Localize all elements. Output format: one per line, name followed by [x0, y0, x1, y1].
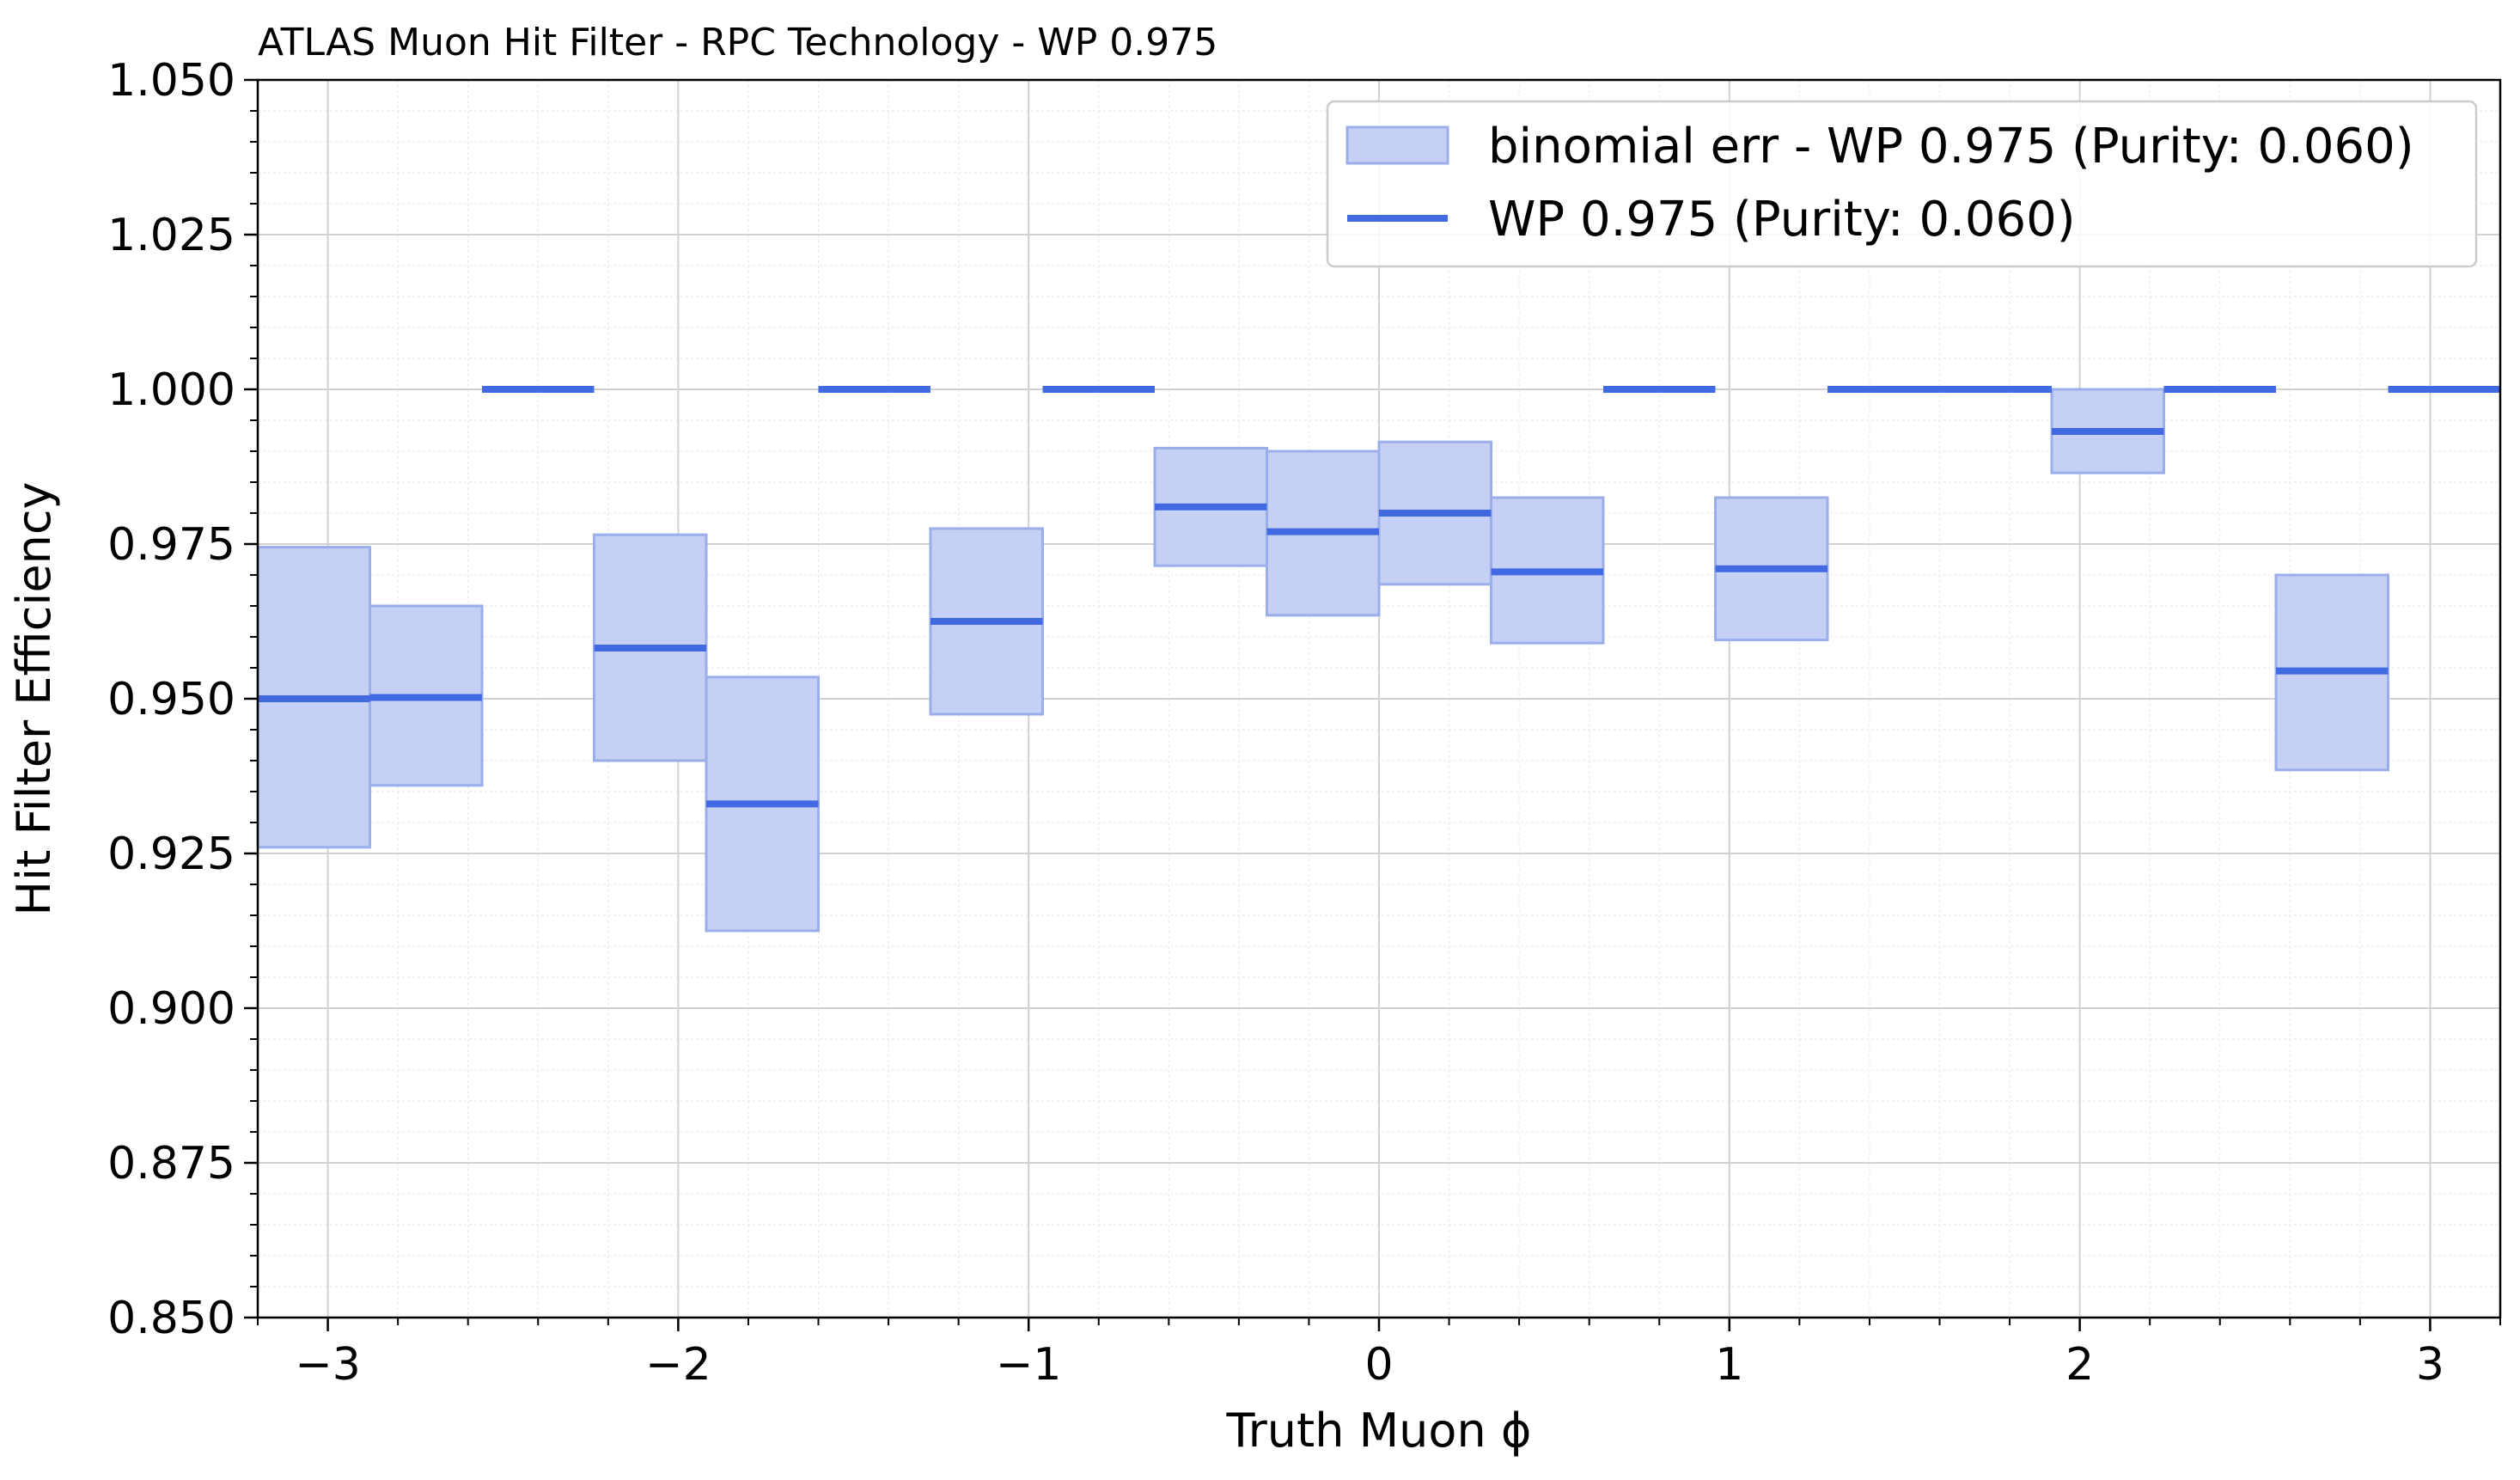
legend-box	[1326, 100, 2478, 268]
error-bands	[256, 388, 2389, 933]
legend-label-line: WP 0.975 (Purity: 0.060)	[1488, 192, 2076, 248]
y-tick-label: 1.000	[107, 364, 235, 416]
y-tick-label: 0.975	[107, 519, 235, 571]
y-tick-label: 0.900	[107, 983, 235, 1035]
y-tick-label: 1.050	[107, 55, 235, 107]
x-tick-label: −3	[295, 1339, 361, 1391]
y-tick-label: 0.875	[107, 1138, 235, 1190]
y-axis-label: Hit Filter Efficiency	[7, 482, 61, 916]
y-tick-label: 0.850	[107, 1293, 235, 1344]
legend-label-band: binomial err - WP 0.975 (Purity: 0.060)	[1488, 119, 2414, 174]
x-tick-label: 1	[1715, 1339, 1743, 1391]
legend: binomial err - WP 0.975 (Purity: 0.060) …	[1326, 100, 2478, 268]
y-tick-label: 0.925	[107, 829, 235, 880]
y-tick-label: 0.950	[107, 674, 235, 725]
y-tick-label: 1.025	[107, 210, 235, 261]
chart-title: ATLAS Muon Hit Filter - RPC Technology -…	[258, 21, 1217, 64]
x-tick-label: 0	[1364, 1339, 1393, 1391]
legend-swatch-band	[1345, 125, 1449, 165]
x-axis-label: Truth Muon ϕ	[1226, 1404, 1532, 1458]
efficiency-lines	[258, 386, 2500, 808]
x-tick-label: −1	[996, 1339, 1062, 1391]
x-tick-label: 2	[2065, 1339, 2094, 1391]
tick-labels: −3 −2 −1 0 1 2 3 0.850 0.875 0.900 0.925 0.950 0.975…	[107, 55, 2444, 1391]
x-tick-label: 3	[2416, 1339, 2444, 1391]
x-tick-label: −2	[645, 1339, 711, 1391]
axis-ticks	[244, 78, 2501, 1331]
